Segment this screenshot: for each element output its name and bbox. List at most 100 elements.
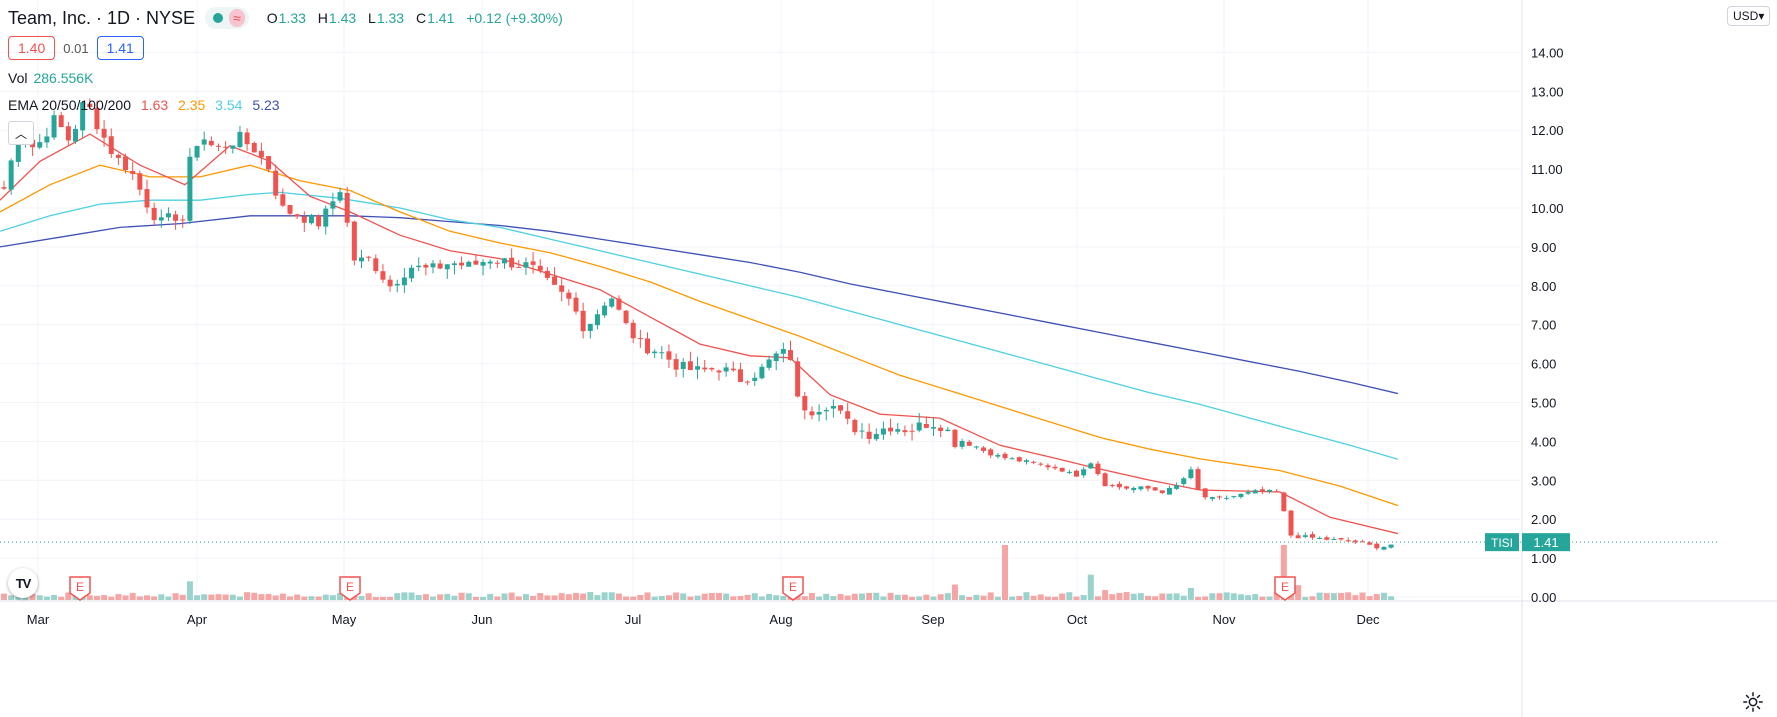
volume-bar [179,594,186,600]
volume-bar [1373,594,1380,600]
candle-body [430,263,436,268]
volume-bar [229,594,236,600]
volume-bar [951,584,958,600]
volume-bar [880,596,887,600]
candle-body [1367,542,1373,545]
ema-legend[interactable]: EMA 20/50/100/200 1.63 2.35 3.54 5.23 [8,97,280,113]
currency-select[interactable]: USD▾ [1727,6,1771,26]
candle-body [1009,458,1015,460]
volume-bar [1066,592,1073,600]
candle-body [1016,457,1022,462]
volume-bar [1002,545,1008,600]
candle-body [923,423,929,428]
volume-bar [1209,593,1216,600]
volume-bar [973,594,980,600]
tradingview-logo[interactable]: TV [8,568,38,598]
earnings-marker-label: E [76,580,84,594]
collapse-legend-button[interactable]: ︿ [8,121,34,145]
volume-bar [1338,593,1345,600]
candle-body [115,154,121,158]
volume-bar [8,595,15,600]
candle-body [973,446,979,448]
candle-body [580,310,586,332]
volume-bar [1145,595,1151,600]
volume-bar [387,596,394,600]
candle-body [909,430,915,432]
volume-bar [830,596,837,600]
sell-button[interactable]: 1.40 [8,36,56,60]
volume-bar [723,593,730,600]
earnings-marker[interactable]: E [1274,576,1296,601]
symbol-title[interactable]: Team, Inc. · 1D · NYSE [8,7,196,28]
volume-bar [1187,587,1194,600]
volume-bar [766,594,773,600]
volume-bar [437,594,444,600]
volume-bar [215,594,222,600]
candle-body [723,367,729,372]
earnings-marker[interactable]: E [69,576,91,601]
candle-body [516,266,522,268]
candle-body [237,131,243,148]
candle-body [866,431,872,439]
volume-bar [522,594,529,600]
candle-body [773,353,779,362]
volume-bar [1030,595,1037,600]
time-axis: Mar Apr May Jun Jul Aug Sep Oct Nov Dec [27,612,1380,627]
volume-bar [1302,596,1309,600]
volume-bar [15,596,22,600]
candle-body [51,115,57,138]
volume-bar [1073,596,1080,600]
volume-bar [1259,596,1266,600]
volume-bar [1266,596,1273,600]
volume-bar [1037,594,1044,600]
ema20-value: 1.63 [140,97,169,113]
candle-body [266,156,272,170]
volume-bar [923,594,930,600]
candle-body [652,351,658,354]
compare-wave-icon[interactable]: ≈ [229,9,245,27]
price-tick-label: 13.00 [1531,84,1564,99]
candle-body [330,201,336,209]
volume-bar [65,592,72,600]
buy-button[interactable]: 1.41 [96,36,144,60]
last-price-label: TISI 1.41 [1485,533,1570,552]
time-tick-label: Dec [1356,612,1380,627]
volume-bar [279,593,286,600]
earnings-marker[interactable]: E [339,576,361,601]
volume-bar [115,594,122,600]
candle-body [401,277,407,286]
candle-body [1317,537,1323,539]
candle-body [130,171,136,174]
price-tick-label: 12.00 [1531,123,1564,138]
candle-body [1274,491,1280,493]
ema100-line [0,191,1399,460]
volume-bar [873,592,880,600]
last-price-bg [1522,533,1570,552]
candle-body [373,258,379,272]
candle-body [845,411,851,419]
volume-bar [508,592,515,600]
market-status-badge[interactable]: ≈ [205,7,249,29]
volume-bar [808,592,815,600]
volume-legend[interactable]: Vol 286.556K [8,70,93,86]
volume-bar [129,593,136,600]
gear-icon[interactable] [1742,691,1764,713]
volume-bar [515,596,522,600]
candle-body [1195,469,1201,490]
volume-bar [265,593,272,600]
volume-bar [1245,595,1252,600]
volume-bar [751,593,758,600]
volume-bar [358,595,365,600]
candle-body [709,368,715,370]
candle-body [416,265,422,268]
earnings-marker[interactable]: E [782,576,804,601]
volume-bar [43,596,50,600]
candle-body [351,221,357,261]
volume-bar [716,592,722,600]
candle-body [8,160,14,190]
volume-bar [573,592,579,600]
time-tick-label: May [332,612,357,627]
candle-body [437,263,443,269]
candle-body [759,366,765,379]
